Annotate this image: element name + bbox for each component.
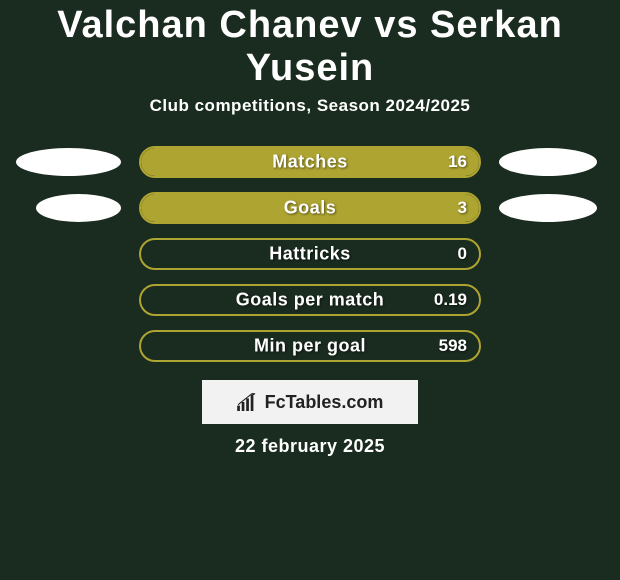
page-title: Valchan Chanev vs Serkan Yusein xyxy=(0,4,620,90)
stat-value: 0 xyxy=(458,244,467,264)
season-subtitle: Club competitions, Season 2024/2025 xyxy=(0,96,620,116)
stat-label: Matches xyxy=(272,152,348,173)
left-pill xyxy=(16,148,121,176)
date-text: 22 february 2025 xyxy=(0,436,620,457)
stat-row: Goals per match 0.19 xyxy=(0,284,620,316)
stat-value: 598 xyxy=(439,336,467,356)
branding-box: FcTables.com xyxy=(202,380,418,424)
stat-label: Min per goal xyxy=(254,336,366,357)
stat-bar: Goals per match 0.19 xyxy=(139,284,481,316)
stats-list: Matches 16 Goals 3 Hattricks 0 Goals per match… xyxy=(0,146,620,362)
stat-value: 16 xyxy=(448,152,467,172)
stat-row: Min per goal 598 xyxy=(0,330,620,362)
stat-bar: Hattricks 0 xyxy=(139,238,481,270)
stat-label: Goals per match xyxy=(236,290,385,311)
bars-chart-icon xyxy=(237,393,259,411)
stat-row: Matches 16 xyxy=(0,146,620,178)
stat-label: Goals xyxy=(284,198,337,219)
stat-row: Goals 3 xyxy=(0,192,620,224)
stat-row: Hattricks 0 xyxy=(0,238,620,270)
brand-text: FcTables.com xyxy=(265,392,384,413)
stat-value: 3 xyxy=(458,198,467,218)
stat-bar: Matches 16 xyxy=(139,146,481,178)
right-pill xyxy=(499,194,597,222)
stat-value: 0.19 xyxy=(434,290,467,310)
stat-bar: Min per goal 598 xyxy=(139,330,481,362)
comparison-card: Valchan Chanev vs Serkan Yusein Club com… xyxy=(0,0,620,457)
stat-label: Hattricks xyxy=(269,244,351,265)
left-pill xyxy=(36,194,121,222)
right-pill xyxy=(499,148,597,176)
stat-bar: Goals 3 xyxy=(139,192,481,224)
